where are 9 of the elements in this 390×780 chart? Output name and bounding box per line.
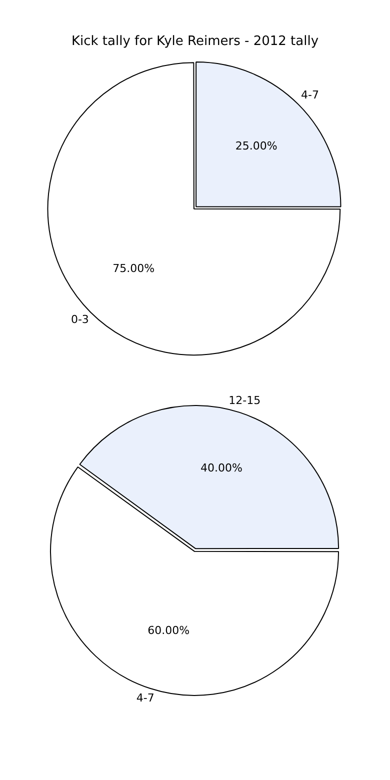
data-label: 25.00% [235, 139, 278, 152]
slice-label: 0-3 [70, 312, 89, 326]
data-label: 60.00% [148, 624, 190, 638]
data-label: 40.00% [200, 462, 242, 475]
slice-label: 4-7 [301, 88, 320, 102]
slice-label: 4-7 [136, 692, 154, 705]
data-label: 75.00% [112, 262, 155, 276]
slice-label: 12-15 [228, 394, 261, 408]
chart-title: Kick tally for Kyle Reimers - 2012 tally [71, 34, 319, 50]
